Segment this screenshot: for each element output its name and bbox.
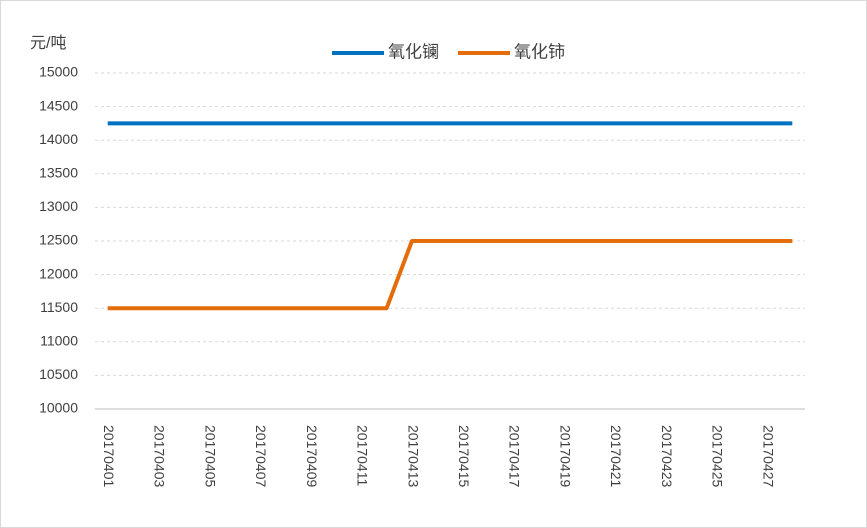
x-tick-label: 20170417 [507, 425, 523, 488]
x-tick-label: 20170413 [405, 425, 421, 488]
y-tick-label: 12500 [39, 232, 78, 248]
x-tick-label: 20170403 [152, 425, 168, 488]
y-tick-label: 10500 [39, 366, 78, 382]
x-tick-label: 20170421 [608, 425, 624, 488]
y-tick-label: 14500 [39, 97, 78, 113]
x-tick-label: 20170401 [101, 425, 117, 488]
y-tick-label: 12000 [39, 265, 78, 281]
series-line [107, 239, 793, 311]
x-tick-label: 20170405 [202, 425, 218, 488]
x-tick-label: 20170407 [253, 425, 269, 488]
x-tick-label: 20170409 [304, 425, 320, 488]
x-tick-label: 20170427 [760, 425, 776, 488]
x-tick-label: 20170423 [659, 425, 675, 488]
y-tick-label: 10000 [39, 400, 78, 416]
y-tick-label: 13000 [39, 198, 78, 214]
y-tick-label: 13500 [39, 165, 78, 181]
y-tick-label: 15000 [39, 64, 78, 80]
y-tick-label: 11500 [40, 299, 78, 315]
y-tick-label: 11000 [40, 333, 78, 349]
x-tick-label: 20170419 [557, 425, 573, 488]
legend-label: 氧化镧 [388, 42, 439, 61]
x-tick-label: 20170425 [710, 425, 726, 488]
x-tick-label: 20170411 [355, 425, 371, 486]
y-axis-label: 元/吨 [30, 34, 66, 52]
x-tick-label: 20170415 [456, 425, 472, 488]
y-tick-label: 14000 [39, 131, 78, 147]
legend-label: 氧化铈 [514, 42, 565, 61]
